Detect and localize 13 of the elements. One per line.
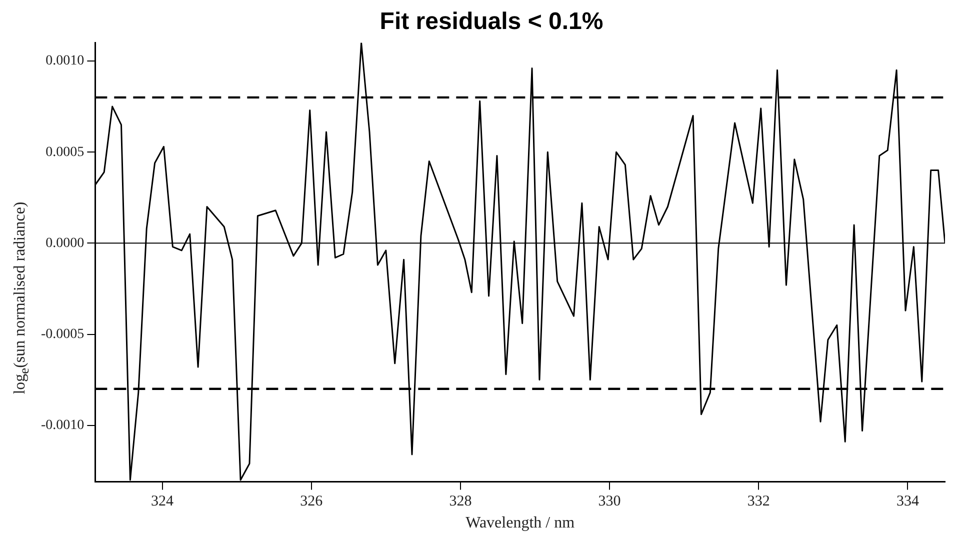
y-tick-label: 0.0000	[46, 236, 84, 251]
x-tick-label: 332	[747, 494, 770, 510]
x-tick-label: 328	[449, 494, 472, 510]
y-tick-label: -0.0010	[40, 418, 84, 434]
y-tick-label: 0.0005	[46, 144, 84, 160]
y-tick-label: 0.0010	[46, 54, 84, 69]
x-tick-label: 330	[598, 494, 621, 510]
x-tick-label: 326	[300, 494, 324, 510]
x-tick-label: 334	[896, 494, 920, 510]
y-tick-label: -0.0005	[40, 326, 84, 342]
x-axis-title: Wavelength / nm	[466, 514, 576, 532]
chart-title: Fit residuals < 0.1%	[380, 8, 604, 36]
x-tick-label: 324	[151, 494, 174, 510]
